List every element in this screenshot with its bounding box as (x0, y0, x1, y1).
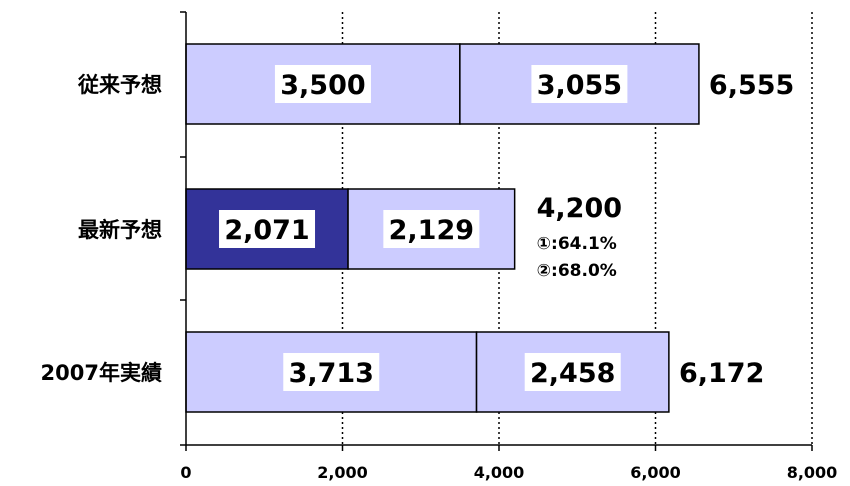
segment-label-1-1: 2,129 (389, 215, 474, 246)
category-label-0: 従来予想 (77, 73, 162, 97)
x-tick-label-3: 6,000 (630, 463, 681, 482)
segment-label-0-0: 3,500 (280, 70, 365, 101)
labels: 3,500 3,055 従来予想 6,555 2,071 2,129 最新予想 4,200 3,… (41, 65, 794, 391)
annotation-line-0-1: ②:68.0% (537, 261, 617, 281)
total-label-1: 4,200 (537, 193, 622, 224)
segment-label-box-2-1 (524, 353, 621, 391)
x-tick-label-0: 0 (180, 463, 191, 482)
axes: 0 2,000 4,000 6,000 8,000 (180, 11, 838, 482)
segment-label-box-1-0 (219, 210, 316, 248)
x-tick-label-1: 2,000 (317, 463, 368, 482)
total-label-0: 6,555 (709, 70, 794, 101)
segment-label-box-1-1 (383, 210, 480, 248)
segment-label-1-0: 2,071 (224, 215, 309, 246)
category-label-2: 2007年実績 (41, 361, 162, 385)
segment-label-0-1: 3,055 (537, 70, 622, 101)
total-label-2: 6,172 (679, 358, 764, 389)
x-tick-label-4: 8,000 (787, 463, 838, 482)
x-tick-label-2: 4,000 (474, 463, 525, 482)
segment-label-2-0: 3,713 (289, 358, 374, 389)
segment-label-box-0-0 (274, 65, 371, 103)
bars (185, 43, 700, 413)
category-label-1: 最新予想 (78, 218, 162, 242)
segment-label-2-1: 2,458 (530, 358, 615, 389)
segment-label-box-2-0 (283, 353, 380, 391)
segment-label-box-0-1 (531, 65, 628, 103)
annotation-line-0-0: ①:64.1% (537, 234, 617, 254)
